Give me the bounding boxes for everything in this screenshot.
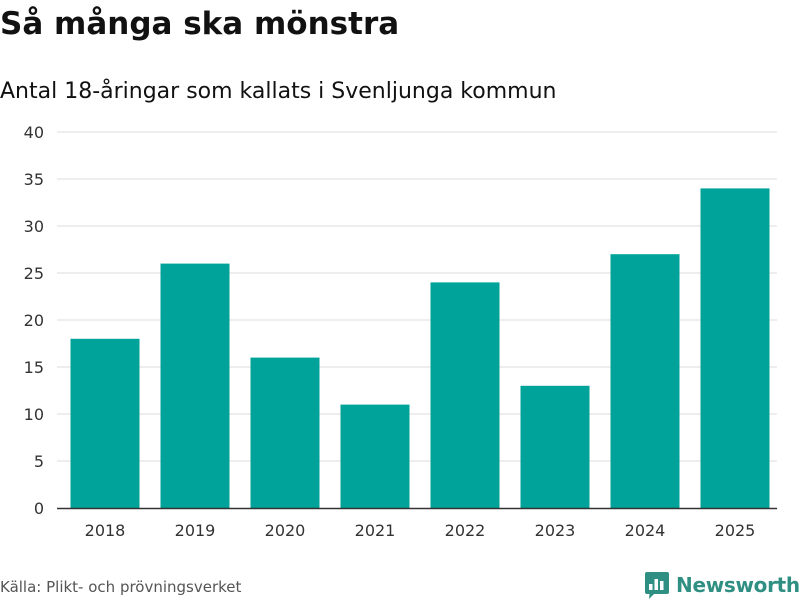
source-note: Källa: Plikt- och prövningsverket [0,578,242,596]
bar-2019 [160,263,230,508]
x-tick-label: 2021 [355,521,396,540]
brand-logo: Newsworthy [644,569,800,601]
y-tick-label: 5 [34,452,44,471]
y-tick-label: 20 [24,311,44,330]
bar-2018 [70,338,140,508]
y-tick-label: 10 [24,405,44,424]
chart-title: Så många ska mönstra [0,6,400,42]
x-tick-label: 2024 [625,521,666,540]
newsworthy-logo-icon [645,572,669,599]
bar-2022 [430,282,500,508]
y-axis-ticks: 0 5 10 15 20 25 30 35 40 [24,123,44,518]
bar-2020 [250,357,320,508]
y-tick-label: 30 [24,217,44,236]
y-tick-label: 25 [24,264,44,283]
x-tick-label: 2023 [535,521,576,540]
x-axis-ticks: 2018 2019 2020 2021 2022 2023 2024 2025 [85,521,756,540]
chart-subtitle: Antal 18-åringar som kallats i Svenljung… [0,79,557,104]
y-tick-label: 15 [24,358,44,377]
bars [70,188,770,508]
bar-2024 [610,254,680,508]
y-tick-label: 35 [24,170,44,189]
bar-2025 [700,188,770,508]
y-tick-label: 40 [24,123,44,142]
x-tick-label: 2018 [85,521,126,540]
y-tick-label: 0 [34,499,44,518]
bar-2023 [520,385,590,508]
x-tick-label: 2019 [175,521,216,540]
brand-name: Newsworthy [676,573,800,597]
x-tick-label: 2022 [445,521,486,540]
x-tick-label: 2025 [715,521,756,540]
bar-2021 [340,404,410,508]
x-tick-label: 2020 [265,521,306,540]
